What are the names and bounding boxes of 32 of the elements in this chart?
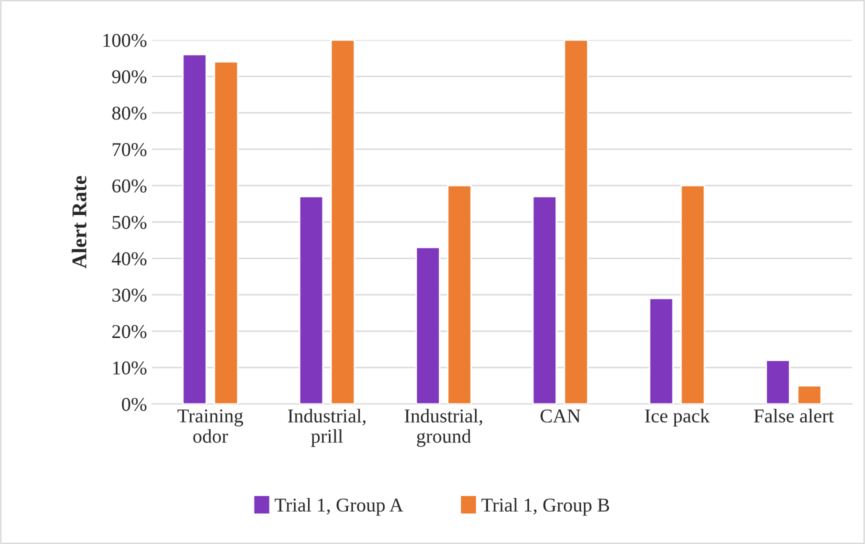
legend-label: Trial 1, Group A	[274, 498, 404, 516]
bar	[680, 184, 706, 404]
x-tick-label: Training odor	[178, 409, 244, 443]
x-tick-label: Industrial, ground	[404, 408, 482, 447]
x-tick-label: Industrial, prill	[288, 408, 366, 447]
y-tick-label: 10%	[113, 361, 146, 375]
bar	[766, 360, 790, 404]
bar	[298, 196, 324, 404]
y-tick-label: 40%	[112, 252, 146, 266]
bar	[797, 385, 822, 404]
y-tick-label: 20%	[112, 325, 146, 338]
bar	[416, 246, 440, 404]
y-tick-label: 0%	[122, 398, 146, 411]
x-tick-label: False alert	[754, 408, 834, 423]
y-tick-label: 80%	[112, 106, 146, 120]
bar	[447, 184, 472, 404]
x-tick-label: Ice pack	[645, 408, 710, 426]
bar	[214, 61, 238, 404]
bar	[648, 298, 674, 404]
y-tick-label: 30%	[112, 288, 146, 302]
bar	[330, 40, 356, 404]
x-tick-label: CAN	[540, 409, 580, 423]
legend-label: Trial 1, Group B	[481, 498, 610, 516]
bar	[182, 54, 207, 404]
y-tick-label: 60%	[112, 179, 146, 193]
bar	[564, 40, 588, 404]
y-tick-label: 50%	[112, 216, 146, 229]
y-tick-label: 100%	[103, 34, 146, 47]
y-tick-label: 90%	[112, 70, 146, 84]
y-tick-label: 70%	[112, 143, 146, 156]
bar	[532, 196, 557, 404]
y-axis-title: Alert Rate	[72, 176, 86, 268]
